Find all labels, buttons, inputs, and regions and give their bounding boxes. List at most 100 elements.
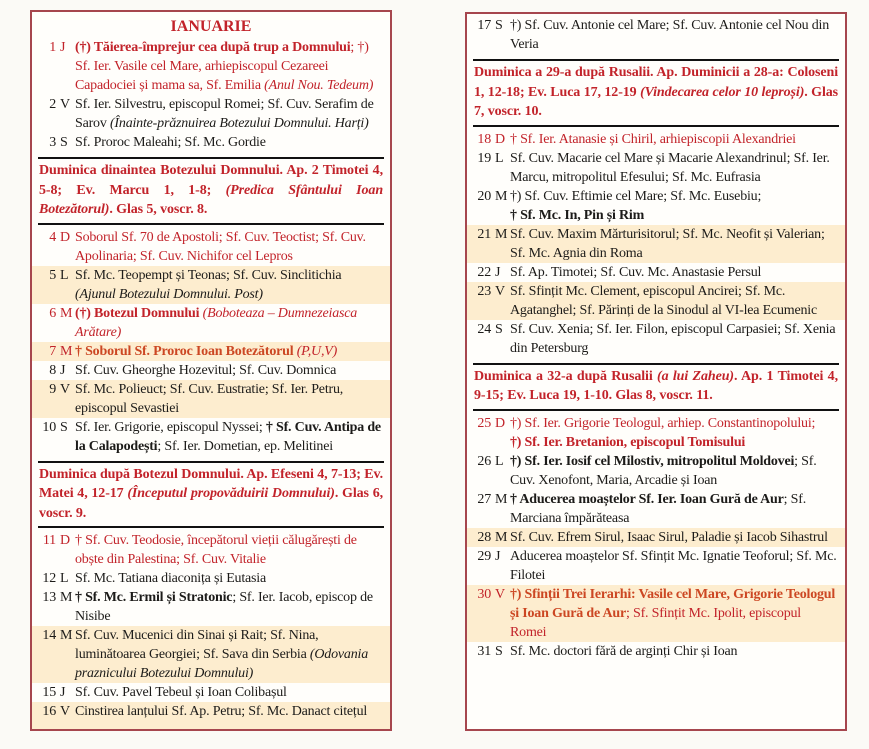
- day-row-13: 13 M † Sf. Mc. Ermil și Stratonic; Sf. Ier…: [32, 588, 390, 626]
- text-segment: Sf. Mc. Polieuct; Sf. Cuv. Eustratie; Sf…: [75, 381, 344, 416]
- text-segment: Sf. Mc. Tatiana diaconița și Eutasia: [75, 571, 267, 586]
- day-text: † Sf. Ier. Atanasie și Chiril, arhiepisc…: [510, 130, 839, 149]
- day-number: 5: [49, 267, 56, 283]
- text-segment: † Soborul Sf. Proroc Ioan Botezătorul: [75, 343, 297, 359]
- day-letter: S: [495, 643, 503, 659]
- text-segment: (Începutul propovăduirii Domnului): [127, 486, 335, 501]
- text-segment: † Sf. Mc. In, Pin și Rim: [510, 207, 645, 223]
- day-number: 30: [477, 586, 491, 602]
- day-letter: M: [60, 628, 73, 643]
- day-text: † Sf. Cuv. Teodosie, începătorul vieții …: [75, 531, 384, 569]
- day-letter: V: [60, 97, 70, 112]
- day-text: Sf. Ier. Grigorie, episcopul Nyssei; † S…: [75, 418, 384, 456]
- day-letter: L: [60, 267, 69, 283]
- day-number: 3: [49, 135, 56, 150]
- text-segment: (†) Botezul Domnului: [75, 305, 203, 321]
- text-segment: Sf. Cuv. Mucenici din Sinai și Rait; Sf.…: [75, 628, 319, 662]
- sunday-heading: Duminica a 29-a după Rusalii. Ap. Dumini…: [473, 59, 839, 127]
- text-segment: ; Sf. Marciana împărăteasa: [510, 491, 806, 526]
- text-segment: Sf. Cuv. Xenia; Sf. Ier. Filon, episcopu…: [510, 321, 836, 356]
- day-letter: L: [60, 571, 69, 586]
- day-letter: V: [495, 586, 505, 602]
- text-segment: Sf. Ap. Timotei; Sf. Cuv. Mc. Anastasie …: [510, 264, 762, 280]
- text-segment: . Glas 5, voscr. 8.: [109, 202, 208, 217]
- day-text: †) Sf. Ier. Grigorie Teologul, arhiep. C…: [510, 414, 839, 452]
- day-text: †) Sfinții Trei Ierarhi: Vasile cel Mare…: [510, 585, 839, 642]
- day-number: 15: [42, 685, 56, 700]
- day-text: (†) Tăierea-împrejur cea după trup a Dom…: [75, 38, 384, 95]
- day-row-14: 14 M Sf. Cuv. Mucenici din Sinai și Rait; …: [32, 626, 390, 683]
- text-segment: Duminica a 29-a după Rusalii. Ap. Dumini…: [474, 65, 838, 100]
- day-number: 20: [477, 188, 491, 204]
- text-segment: Sf. Ier. Silvestru, episcopul Romei; Sf.…: [75, 97, 374, 131]
- day-text: Aducerea moaștelor Sf. Sfințit Mc. Ignat…: [510, 547, 839, 585]
- text-segment: (Înainte-prăznuirea Botezului Domnului. …: [109, 116, 369, 131]
- day-text: Sf. Mc. Teopempt și Teonas; Sf. Cuv. Sin…: [75, 266, 384, 304]
- day-row-11: 11 D † Sf. Cuv. Teodosie, începătorul vieț…: [32, 531, 390, 569]
- text-segment: . Ap. 1 Timotei 4, 9-15; Ev. Luca 19, 1-…: [474, 368, 838, 404]
- day-number: 31: [477, 643, 491, 659]
- day-number: 16: [42, 704, 56, 719]
- day-text: Sf. Ap. Timotei; Sf. Cuv. Mc. Anastasie …: [510, 263, 839, 282]
- day-row-4: 4 D Soborul Sf. 70 de Apostoli; Sf. Cuv. T…: [32, 228, 390, 266]
- day-letter: S: [495, 18, 503, 33]
- day-number: 6: [49, 305, 56, 321]
- text-segment: Sf. Cuv. Macarie cel Mare și Macarie Ale…: [510, 150, 830, 185]
- text-segment: †) Sf. Ier. Bretanion, episcopul Tomisul…: [510, 434, 746, 450]
- day-row-6: 6 M (†) Botezul Domnului (Boboteaza – Dumn…: [32, 304, 390, 342]
- day-number: 8: [49, 362, 56, 378]
- day-row-17: 17 S †) Sf. Cuv. Antonie cel Mare; Sf. Cuv…: [467, 16, 845, 54]
- sunday-heading: Duminica dinaintea Botezului Domnului. A…: [38, 157, 384, 225]
- day-letter: J: [60, 685, 66, 700]
- day-number: 19: [477, 150, 491, 166]
- day-row-1: 1 J (†) Tăierea-împrejur cea după trup a D…: [32, 38, 390, 95]
- text-segment: †) Sf. Ier. Grigorie Teologul, arhiep. C…: [510, 415, 816, 431]
- calendar-column-right: 17 S †) Sf. Cuv. Antonie cel Mare; Sf. Cuv…: [465, 12, 847, 731]
- text-segment: Sf. Cuv. Gheorghe Hozevitul; Sf. Cuv. Do…: [75, 362, 337, 378]
- text-segment: (P,U,V): [296, 343, 338, 359]
- day-row-5: 5 L Sf. Mc. Teopempt și Teonas; Sf. Cuv. S…: [32, 265, 390, 304]
- day-number: 18: [477, 131, 491, 147]
- day-letter: M: [60, 590, 73, 605]
- calendar-column-left: IANUARIE 1 J (†) Tăierea-împrejur cea după…: [30, 10, 392, 731]
- day-letter: M: [495, 491, 508, 507]
- text-segment: Duminica dinaintea Botezului Domnului. A…: [39, 163, 383, 198]
- text-segment: † Sf. Cuv. Antipa de la Calapodești: [75, 419, 381, 454]
- day-row-28: 28 M Sf. Cuv. Efrem Sirul, Isaac Sirul, Pa…: [467, 527, 845, 547]
- day-text: (†) Botezul Domnului (Boboteaza – Dumnez…: [75, 304, 384, 342]
- day-text: Cinstirea lanțului Sf. Ap. Petru; Sf. Mc…: [75, 702, 384, 721]
- day-text: Sf. Proroc Maleahi; Sf. Mc. Gordie: [75, 133, 384, 152]
- text-segment: † Sf. Mc. Ermil și Stratonic: [75, 590, 233, 605]
- day-letter: L: [495, 150, 504, 166]
- day-row-3: 3 S Sf. Proroc Maleahi; Sf. Mc. Gordie: [32, 133, 390, 152]
- day-text: Sf. Ier. Silvestru, episcopul Romei; Sf.…: [75, 95, 384, 133]
- day-number: 7: [49, 343, 56, 359]
- day-row-26: 26 L †) Sf. Ier. Iosif cel Milostiv, mitro…: [467, 452, 845, 490]
- day-letter: S: [60, 135, 68, 150]
- day-number: 23: [477, 283, 491, 299]
- text-segment: †) Sf. Cuv. Eftimie cel Mare; Sf. Mc. Eu…: [510, 188, 762, 204]
- day-number: 29: [477, 548, 491, 564]
- day-letter: D: [60, 533, 70, 548]
- day-row-19: 19 L Sf. Cuv. Macarie cel Mare și Macarie …: [467, 149, 845, 187]
- day-text: Sf. Cuv. Xenia; Sf. Ier. Filon, episcopu…: [510, 320, 839, 358]
- day-letter: J: [495, 264, 501, 280]
- day-text: Sf. Sfințit Mc. Clement, episcopul Ancir…: [510, 282, 839, 320]
- day-row-22: 22 J Sf. Ap. Timotei; Sf. Cuv. Mc. Anastas…: [467, 263, 845, 282]
- day-letter: D: [495, 415, 505, 431]
- day-number: 22: [477, 264, 491, 280]
- day-letter: M: [495, 529, 508, 545]
- day-text: Sf. Mc. Tatiana diaconița și Eutasia: [75, 569, 384, 588]
- day-number: 26: [477, 453, 491, 469]
- day-letter: S: [60, 419, 68, 435]
- text-segment: Sf. Cuv. Pavel Tebeul și Ioan Colibașul: [75, 685, 287, 700]
- day-letter: M: [495, 188, 508, 204]
- day-text: Soborul Sf. 70 de Apostoli; Sf. Cuv. Teo…: [75, 228, 384, 266]
- text-segment: †) Sf. Ier. Iosif cel Milostiv, mitropol…: [510, 453, 795, 469]
- text-segment: (Odovania praznicului Botezului Domnului…: [75, 647, 368, 681]
- day-letter: S: [495, 321, 503, 337]
- day-text: Sf. Cuv. Gheorghe Hozevitul; Sf. Cuv. Do…: [75, 361, 384, 380]
- day-row-12: 12 L Sf. Mc. Tatiana diaconița și Eutasia: [32, 569, 390, 588]
- day-text: Sf. Cuv. Mucenici din Sinai și Rait; Sf.…: [75, 626, 384, 683]
